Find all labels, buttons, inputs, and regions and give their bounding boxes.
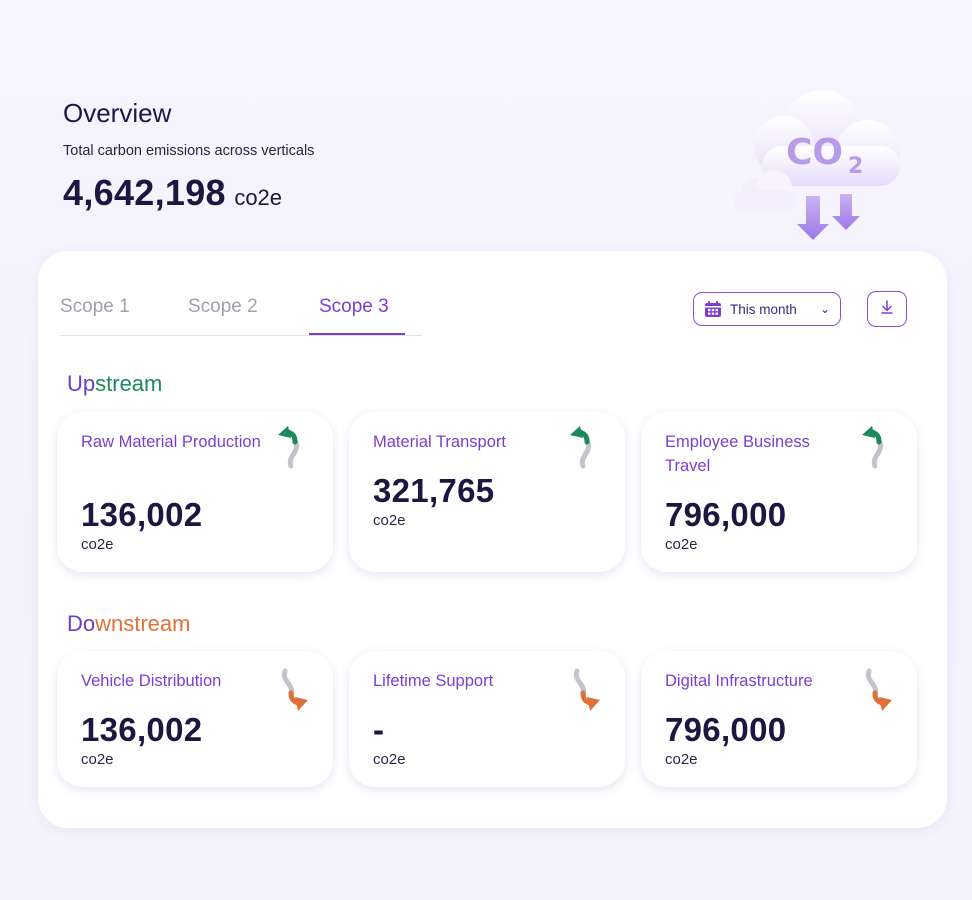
co2-cloud-icon: CO 2: [722, 80, 922, 250]
page-title: Overview: [63, 98, 172, 128]
download-icon: [879, 299, 895, 320]
card-lifetime-support[interactable]: Lifetime Support - co2e: [349, 651, 625, 787]
co2-text: CO: [786, 132, 843, 173]
card-unit: co2e: [373, 751, 406, 768]
card-label: Lifetime Support: [373, 672, 494, 690]
downstream-heading: Downstream: [67, 611, 191, 636]
card-digital-infrastructure[interactable]: Digital Infrastructure 796,000 co2e: [641, 651, 917, 787]
total-emissions: 4,642,198 co2e: [63, 172, 282, 214]
emissions-panel: Scope 1 Scope 2 Scope 3 This month ⌄: [38, 251, 947, 828]
trend-down-icon: [273, 665, 313, 711]
trend-up-icon: [273, 426, 313, 472]
upstream-heading: Upstream: [67, 371, 163, 396]
card-label: Digital Infrastructure: [665, 672, 813, 690]
co2-subscript: 2: [848, 154, 863, 179]
date-range-label: This month: [730, 301, 797, 317]
card-unit: co2e: [373, 512, 406, 529]
trend-up-icon: [565, 426, 605, 472]
card-value: -: [373, 711, 385, 748]
trend-down-icon: [565, 665, 605, 711]
card-unit: co2e: [665, 536, 698, 553]
chevron-down-icon: ⌄: [819, 302, 830, 316]
active-tab-indicator: [309, 333, 405, 335]
card-label: Material Transport: [373, 433, 506, 451]
card-unit: co2e: [665, 751, 698, 768]
tab-scope-2[interactable]: Scope 2: [188, 296, 258, 317]
card-raw-material-production[interactable]: Raw Material Production 136,002 co2e: [57, 412, 333, 572]
scope-tabs: Scope 1 Scope 2 Scope 3: [60, 291, 422, 336]
card-label: Raw Material Production: [81, 433, 261, 451]
card-employee-business-travel[interactable]: Employee Business Travel 796,000 co2e: [641, 412, 917, 572]
card-unit: co2e: [81, 751, 114, 768]
page-subtitle: Total carbon emissions across verticals: [63, 143, 315, 159]
card-value: 136,002: [81, 496, 203, 533]
card-value: 136,002: [81, 711, 203, 748]
download-button[interactable]: [867, 291, 907, 327]
total-emissions-value: 4,642,198: [63, 172, 226, 213]
card-value: 796,000: [665, 711, 787, 748]
tab-scope-3[interactable]: Scope 3: [319, 296, 389, 317]
tab-scope-1[interactable]: Scope 1: [60, 296, 130, 317]
trend-down-icon: [857, 665, 897, 711]
card-label: Employee Business Travel: [665, 433, 810, 475]
card-material-transport[interactable]: Material Transport 321,765 co2e: [349, 412, 625, 572]
card-unit: co2e: [81, 536, 114, 553]
card-label: Vehicle Distribution: [81, 672, 222, 690]
total-emissions-unit: co2e: [234, 185, 283, 210]
trend-up-icon: [857, 426, 897, 472]
card-value: 321,765: [373, 472, 495, 509]
calendar-icon: [704, 300, 722, 318]
card-vehicle-distribution[interactable]: Vehicle Distribution 136,002 co2e: [57, 651, 333, 787]
card-value: 796,000: [665, 496, 787, 533]
date-range-dropdown[interactable]: This month ⌄: [693, 292, 841, 326]
